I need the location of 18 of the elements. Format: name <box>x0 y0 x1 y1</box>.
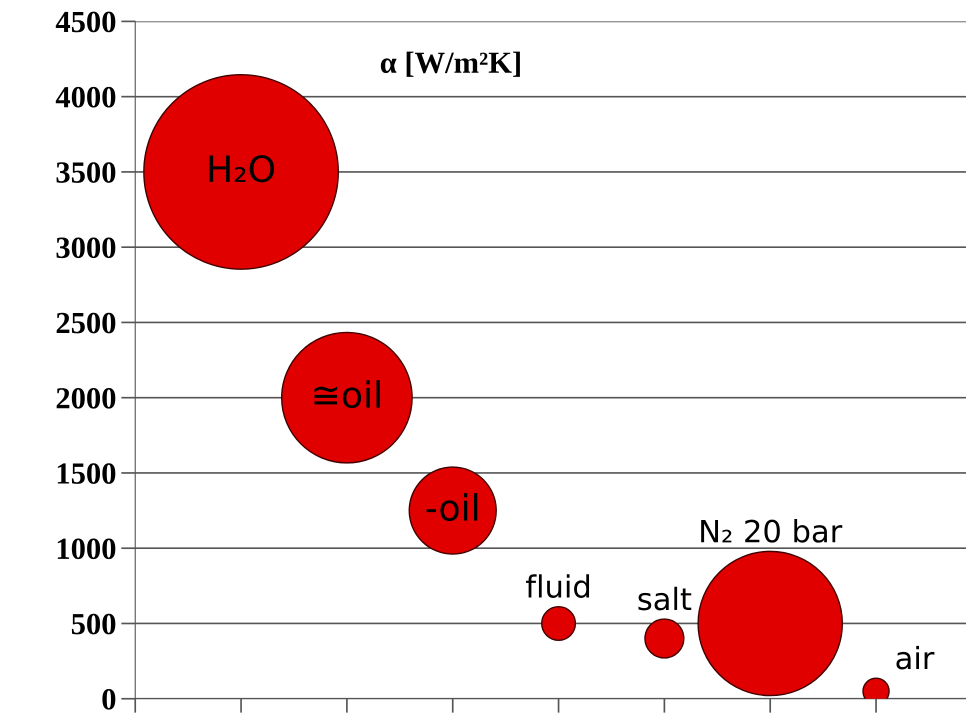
y-tick-label: 4500 <box>56 12 116 32</box>
y-tick-label: 3500 <box>56 162 116 183</box>
series-label: ≅oil <box>314 380 380 408</box>
series-label: H₂O <box>210 155 274 182</box>
series-label: air <box>896 646 934 670</box>
y-tick-label: 500 <box>72 614 116 634</box>
y-tick-label: 1500 <box>58 463 116 484</box>
series-label: salt <box>638 586 692 610</box>
y-tick-label: 3000 <box>56 237 116 258</box>
y-tick-label: 1000 <box>58 538 116 560</box>
series-label: N₂ 20 bar <box>701 519 842 543</box>
y-tick-label: 2500 <box>56 312 116 334</box>
series-label: -oil <box>426 493 478 522</box>
y-tick-label: 0 <box>102 689 116 710</box>
y-tick-label: 2000 <box>56 388 116 409</box>
y-tick-label: 4000 <box>56 86 116 108</box>
series-label: fluid <box>526 574 590 598</box>
text: α [W/m²K] <box>380 52 520 77</box>
